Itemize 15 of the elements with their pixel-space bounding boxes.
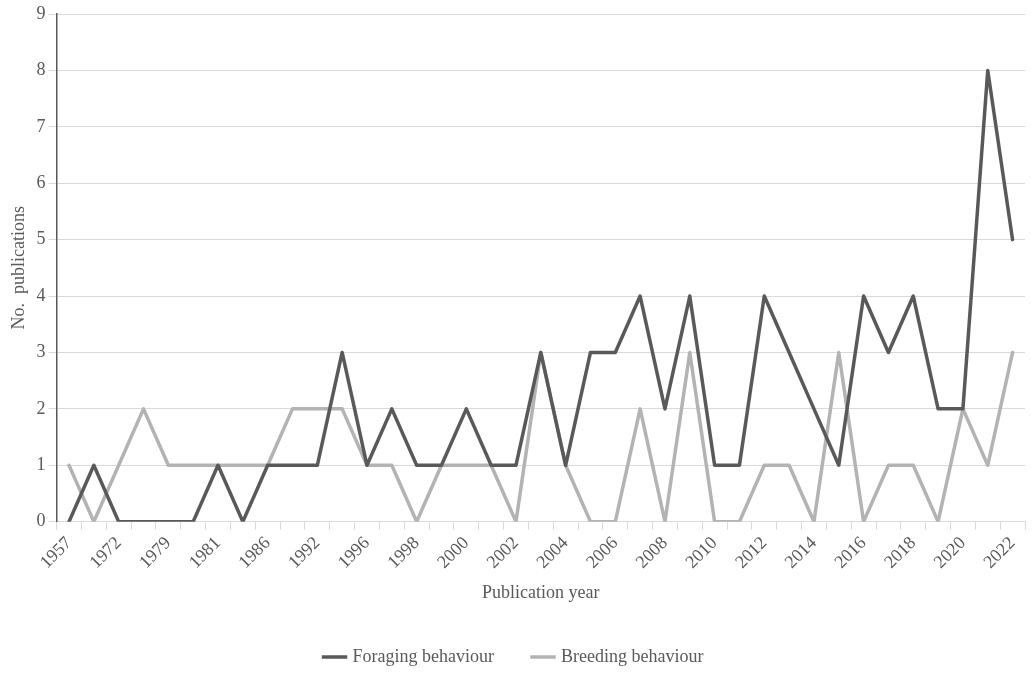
legend-label: Breeding behaviour	[561, 645, 704, 666]
y-tick-label: 6	[36, 171, 46, 192]
y-tick-label: 0	[36, 510, 46, 531]
y-tick-label: 1	[36, 454, 46, 474]
y-tick-label: 4	[36, 284, 46, 305]
x-axis-title: Publication year	[482, 581, 600, 602]
y-tick-label: 8	[36, 59, 46, 80]
y-tick-label: 7	[36, 115, 46, 136]
x-tick-label: 1981	[184, 532, 225, 572]
y-tick-label: 3	[36, 341, 46, 362]
y-tick-label: 9	[36, 2, 46, 23]
y-tick-label: 5	[36, 228, 46, 249]
y-tick-label: 2	[36, 397, 46, 418]
y-axis-title: No. publications	[7, 206, 28, 330]
legend-label: Foraging behaviour	[352, 645, 495, 666]
